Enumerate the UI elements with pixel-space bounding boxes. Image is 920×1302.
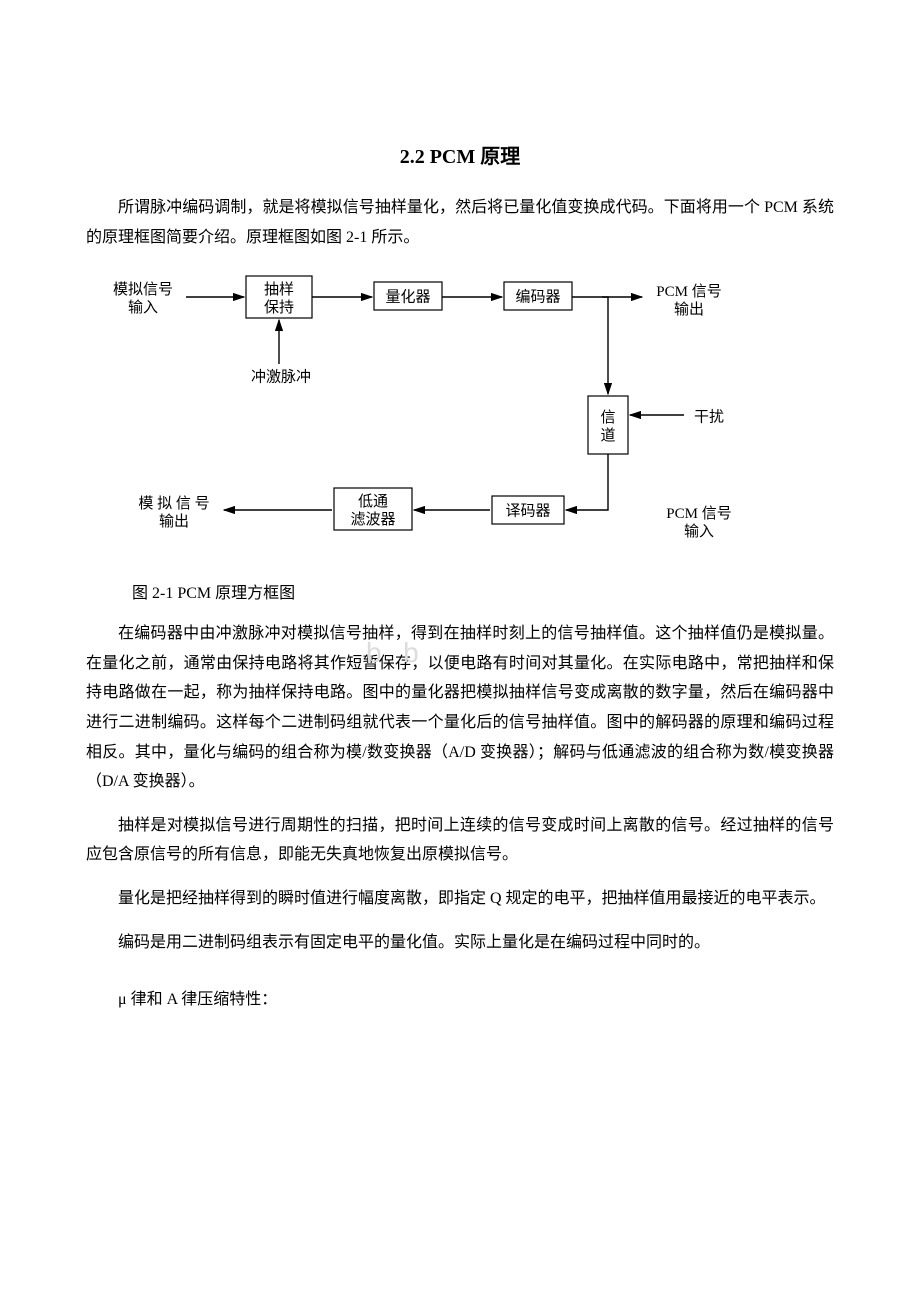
svg-text:模 拟 信 号: 模 拟 信 号 (138, 495, 209, 512)
svg-text:抽样: 抽样 (264, 281, 294, 298)
svg-text:保持: 保持 (264, 299, 294, 316)
svg-text:冲激脉冲: 冲激脉冲 (251, 369, 311, 386)
svg-text:输出: 输出 (674, 301, 704, 318)
svg-text:PCM 信号: PCM 信号 (656, 283, 721, 300)
paragraph-quantization: 量化是把经抽样得到的瞬时值进行幅度离散，即指定 Q 规定的电平，把抽样值用最接近… (86, 884, 834, 914)
svg-text:PCM 信号: PCM 信号 (666, 505, 731, 522)
svg-text:编码器: 编码器 (515, 289, 560, 306)
svg-text:低通: 低通 (358, 493, 388, 510)
section-title: 2.2 PCM 原理 (86, 140, 834, 169)
paragraph-law: μ 律和 A 律压缩特性： (86, 985, 834, 1015)
svg-text:译码器: 译码器 (505, 503, 550, 520)
paragraph-encoder: 在编码器中由冲激脉冲对模拟信号抽样，得到在抽样时刻上的信号抽样值。这个抽样值仍是… (86, 619, 834, 797)
svg-text:量化器: 量化器 (385, 289, 430, 306)
pcm-block-diagram: 模拟信号输入抽样保持量化器编码器PCM 信号输出冲激脉冲信道干扰低通滤波器译码器… (86, 266, 834, 561)
document-page: 2.2 PCM 原理 所谓脉冲编码调制，就是将模拟信号抽样量化，然后将已量化值变… (0, 0, 920, 1089)
paragraph-sampling: 抽样是对模拟信号进行周期性的扫描，把时间上连续的信号变成时间上离散的信号。经过抽… (86, 811, 834, 870)
svg-text:输出: 输出 (159, 513, 189, 530)
paragraph-intro: 所谓脉冲编码调制，就是将模拟信号抽样量化，然后将已量化值变换成代码。下面将用一个… (86, 193, 834, 252)
svg-text:道: 道 (600, 427, 615, 444)
diagram-svg: 模拟信号输入抽样保持量化器编码器PCM 信号输出冲激脉冲信道干扰低通滤波器译码器… (86, 266, 766, 556)
figure-caption: 图 2-1 PCM 原理方框图 (132, 579, 834, 603)
svg-text:输入: 输入 (128, 299, 158, 316)
svg-text:输入: 输入 (684, 523, 714, 540)
paragraph-encoding: 编码是用二进制码组表示有固定电平的量化值。实际上量化是在编码过程中同时的。 (86, 928, 834, 958)
svg-text:滤波器: 滤波器 (350, 511, 395, 528)
svg-text:模拟信号: 模拟信号 (113, 281, 173, 298)
svg-text:信: 信 (600, 409, 615, 426)
svg-text:干扰: 干扰 (694, 409, 724, 426)
